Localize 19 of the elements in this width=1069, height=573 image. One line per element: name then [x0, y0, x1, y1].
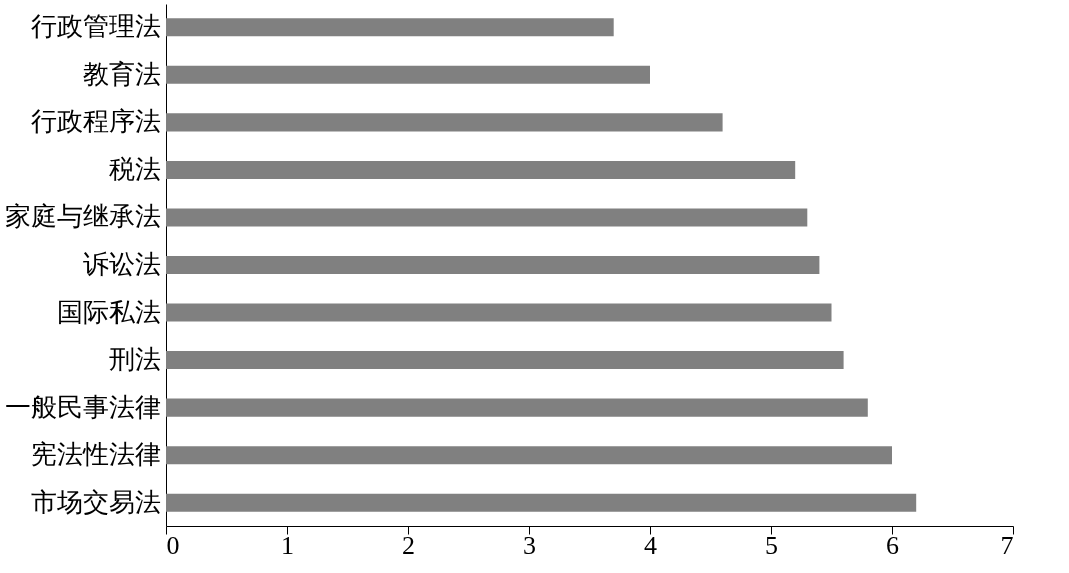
y-tick-label: 行政程序法: [30, 107, 161, 137]
y-tick-label: 市场交易法: [30, 487, 161, 517]
x-tick-label: 4: [644, 530, 657, 560]
y-tick-label: 一般民事法律: [4, 392, 161, 422]
y-tick-label: 宪法性法律: [30, 440, 161, 470]
x-tick-label: 5: [765, 530, 778, 560]
y-tick-label: 刑法: [108, 345, 161, 375]
y-tick-label: 国际私法: [56, 297, 161, 327]
y-tick-label: 家庭与继承法: [4, 202, 161, 232]
x-tick-label: 3: [523, 530, 536, 560]
y-tick-label: 税法: [108, 154, 161, 184]
x-tick-label: 7: [1000, 530, 1014, 560]
x-tick-label: 6: [886, 530, 899, 560]
x-tick-label: 0: [166, 530, 180, 560]
y-tick-label: 诉讼法: [82, 250, 161, 279]
x-tick-label: 2: [402, 530, 415, 560]
y-tick-label: 行政管理法: [30, 12, 161, 42]
x-tick-label: 1: [281, 530, 294, 560]
y-tick-label: 教育法: [82, 59, 161, 89]
